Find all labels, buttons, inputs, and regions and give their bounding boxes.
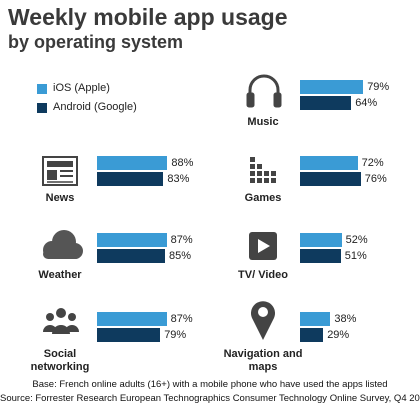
bar: [300, 312, 331, 326]
bar: [97, 233, 167, 247]
chart-title: Weekly mobile app usage: [8, 4, 288, 30]
bar: [300, 328, 324, 342]
chart-subtitle: by operating system: [8, 32, 184, 52]
legend-swatch: [37, 84, 47, 94]
category-label: Navigation and maps: [223, 348, 303, 373]
value-label: 38%: [334, 313, 357, 325]
base-note: Base: French online adults (16+) with a …: [32, 379, 388, 390]
weather-icon: [43, 230, 83, 259]
value-label: 64%: [355, 97, 378, 109]
value-label: 76%: [364, 173, 387, 185]
value-label: 85%: [169, 250, 192, 262]
news-icon: [42, 156, 78, 186]
games-icon: [250, 157, 276, 183]
value-label: 88%: [171, 157, 194, 169]
value-label: 79%: [367, 81, 390, 93]
bar: [300, 172, 361, 186]
bar: [97, 328, 161, 342]
legend-swatch: [37, 103, 47, 113]
value-label: 87%: [170, 234, 193, 246]
value-label: 29%: [327, 329, 350, 341]
bar: [97, 172, 164, 186]
category-label: News: [45, 192, 75, 204]
bar: [300, 249, 341, 263]
source-note: Source: Forrester Research European Tech…: [0, 393, 420, 404]
value-label: 83%: [167, 173, 190, 185]
value-label: 51%: [344, 250, 367, 262]
bar: [97, 312, 167, 326]
value-label: 72%: [361, 157, 384, 169]
value-label: 79%: [164, 329, 187, 341]
navigation-icon: [251, 301, 276, 340]
bar: [300, 96, 352, 110]
music-icon: [246, 74, 282, 108]
bar: [97, 156, 168, 170]
category-label: TV/ Video: [238, 269, 288, 281]
bar: [300, 233, 342, 247]
category-label: Social networking: [30, 348, 90, 373]
social-icon: [43, 308, 79, 334]
value-label: 52%: [345, 234, 368, 246]
category-label: Games: [244, 192, 282, 204]
value-label: 87%: [170, 313, 193, 325]
tv-video-icon: [249, 232, 277, 260]
bar: [300, 80, 364, 94]
bar: [300, 156, 358, 170]
legend-label: iOS (Apple): [53, 82, 110, 94]
legend-label: Android (Google): [53, 101, 137, 113]
category-label: Music: [247, 116, 279, 128]
bar: [97, 249, 165, 263]
category-label: Weather: [38, 269, 82, 281]
